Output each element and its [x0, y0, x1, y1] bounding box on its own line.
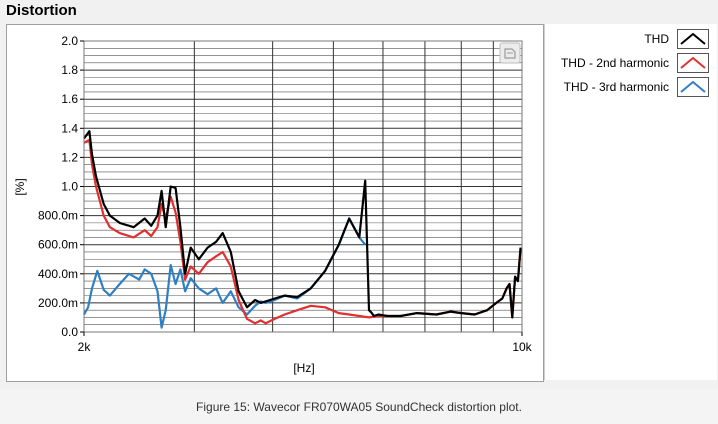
tick-labels: 0.0 200.0m 400.0m 600.0m 800.0m 1.0 1.2 1.4 1.6 1…	[38, 34, 533, 354]
y-tick-label: 800.0m	[38, 209, 78, 223]
y-axis-label: [%]	[13, 178, 27, 195]
legend-swatch-thd-3rd-icon[interactable]	[677, 77, 709, 97]
plot-area-frame	[6, 24, 544, 382]
y-tick-label: 2.0	[61, 34, 78, 48]
legend-label-thd-3rd: THD - 3rd harmonic	[563, 80, 669, 94]
y-tick-label: 1.2	[61, 150, 78, 164]
y-tick-label: 1.0	[61, 180, 78, 194]
legend-label-thd-2nd: THD - 2nd harmonic	[560, 56, 669, 70]
distortion-panel: Distortion THD THD - 2nd harmonic THD - …	[0, 0, 718, 390]
plot-options-icon[interactable]	[499, 42, 521, 64]
y-tick-label: 600.0m	[38, 238, 78, 252]
y-tick-label: 200.0m	[38, 296, 78, 310]
figure-caption: Figure 15: Wavecor FR070WA05 SoundCheck …	[196, 400, 522, 414]
x-axis-label: [Hz]	[293, 361, 314, 375]
y-tick-label: 1.6	[61, 92, 78, 106]
y-tick-label: 400.0m	[38, 267, 78, 281]
figure-caption-bar: Figure 15: Wavecor FR070WA05 SoundCheck …	[0, 390, 718, 424]
legend-swatch-thd-2nd-icon[interactable]	[677, 53, 709, 73]
legend: THD THD - 2nd harmonic THD - 3rd harmoni…	[544, 24, 717, 380]
legend-item-thd-2nd[interactable]: THD - 2nd harmonic	[561, 52, 709, 74]
panel-title: Distortion	[6, 2, 77, 19]
grid-lines	[84, 41, 522, 332]
y-tick-label: 0.0	[61, 325, 78, 339]
distortion-chart: 0.0 200.0m 400.0m 600.0m 800.0m 1.0 1.2 1.4 1.6 1…	[13, 34, 533, 375]
series-line-thd-3rd-harmonic	[83, 217, 367, 329]
legend-item-thd[interactable]: THD	[644, 28, 709, 50]
y-tick-label: 1.4	[61, 121, 78, 135]
x-tick-label: 2k	[78, 340, 92, 354]
series-line-thd	[83, 130, 522, 319]
legend-label-thd: THD	[644, 32, 669, 46]
y-tick-label: 1.8	[61, 63, 78, 77]
x-tick-label: 10k	[512, 340, 532, 354]
legend-swatch-thd-icon[interactable]	[677, 29, 709, 49]
legend-item-thd-3rd[interactable]: THD - 3rd harmonic	[564, 76, 709, 98]
series-lines	[83, 130, 522, 329]
